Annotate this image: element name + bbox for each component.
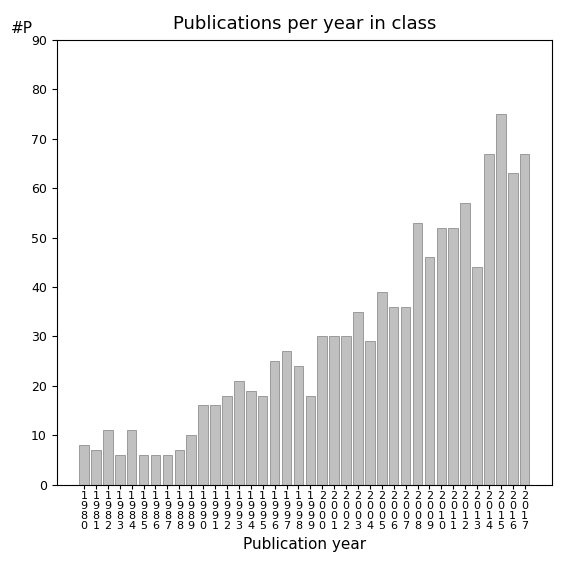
Bar [246, 391, 256, 484]
Bar [222, 396, 232, 484]
Bar [115, 455, 125, 484]
Bar [234, 381, 244, 484]
Bar [282, 351, 291, 484]
Bar [306, 396, 315, 484]
Bar [151, 455, 160, 484]
Bar [270, 361, 280, 484]
Bar [329, 336, 339, 484]
Bar [389, 307, 399, 484]
Bar [258, 396, 268, 484]
Bar [139, 455, 149, 484]
Bar [163, 455, 172, 484]
Bar [79, 445, 89, 484]
Bar [210, 405, 220, 484]
Title: Publications per year in class: Publications per year in class [173, 15, 436, 33]
Bar [353, 312, 363, 484]
Bar [496, 114, 506, 484]
Y-axis label: #P: #P [11, 20, 33, 36]
Bar [103, 430, 113, 484]
Bar [294, 366, 303, 484]
Bar [425, 257, 434, 484]
Bar [437, 228, 446, 484]
Bar [175, 450, 184, 484]
Bar [413, 223, 422, 484]
Bar [460, 203, 470, 484]
Bar [341, 336, 351, 484]
Bar [520, 154, 530, 484]
Bar [91, 450, 101, 484]
Bar [187, 435, 196, 484]
Bar [377, 292, 387, 484]
Bar [365, 341, 375, 484]
Bar [484, 154, 494, 484]
Bar [127, 430, 137, 484]
X-axis label: Publication year: Publication year [243, 537, 366, 552]
Bar [508, 174, 518, 484]
Bar [472, 267, 482, 484]
Bar [198, 405, 208, 484]
Bar [318, 336, 327, 484]
Bar [448, 228, 458, 484]
Bar [401, 307, 411, 484]
